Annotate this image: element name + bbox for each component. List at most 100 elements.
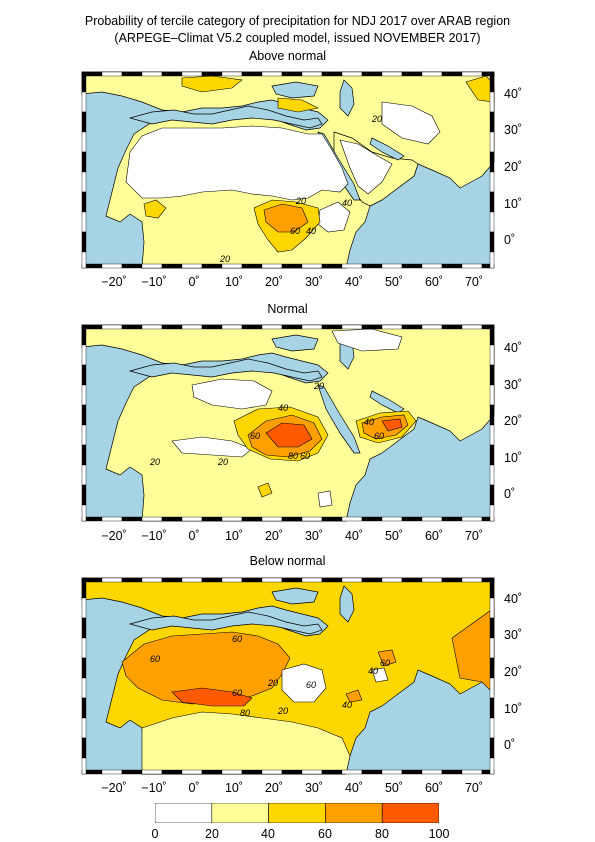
low-prob-sahel	[171, 436, 253, 458]
frame-segment	[489, 131, 495, 153]
lon-tick-label: 70˚	[464, 529, 484, 543]
frame-segment	[81, 464, 87, 486]
frame-segment	[81, 324, 87, 346]
contour-label: 40	[368, 666, 378, 676]
frame-segment	[81, 191, 87, 213]
frame-segment	[489, 231, 495, 253]
map-frame	[81, 577, 495, 775]
frame-segment	[401, 324, 423, 330]
frame-segment	[141, 71, 163, 77]
frame-segment	[181, 516, 203, 522]
frame-segment	[81, 617, 87, 639]
contour-label: 40	[306, 226, 316, 236]
frame-segment	[441, 769, 463, 775]
frame-segment	[421, 263, 443, 269]
lon-tick-label: −20˚	[101, 529, 127, 543]
prob-60-80-yemen	[345, 689, 363, 703]
map-panel-normal: 20 40 60 80 60 20 40 60 20	[81, 324, 495, 522]
frame-segment	[81, 364, 87, 386]
frame-segment	[81, 384, 87, 406]
frame-segment	[281, 577, 303, 583]
contour-label: 60	[232, 688, 242, 698]
lon-tick-label: 40˚	[344, 529, 364, 543]
frame-segment	[101, 324, 123, 330]
frame-segment	[489, 364, 495, 386]
frame-segment	[161, 263, 183, 269]
frame-segment	[181, 577, 203, 583]
frame-segment	[361, 71, 383, 77]
frame-segment	[81, 717, 87, 739]
map-above: 20 20 40 60 40 20	[81, 71, 495, 269]
prob-80-100-sudan	[265, 422, 313, 448]
lat-tick-label: 10˚	[504, 197, 523, 211]
frame-segment	[121, 263, 143, 269]
frame-segment	[81, 577, 87, 599]
frame-segment	[281, 769, 303, 775]
frame-segment	[81, 171, 87, 193]
frame-segment	[301, 769, 323, 775]
colorbar-tick-label: 40	[261, 827, 275, 841]
frame-segment	[489, 251, 495, 269]
frame-segment	[421, 516, 443, 522]
lat-tick-label: 0˚	[504, 738, 516, 752]
frame-segment	[361, 263, 383, 269]
frame-segment	[101, 769, 123, 775]
map-frame	[81, 71, 495, 269]
frame-segment	[489, 697, 495, 719]
prob-40-60-west-africa	[257, 482, 273, 498]
contour-label: 20	[371, 114, 382, 124]
frame-segment	[401, 577, 423, 583]
map-frame	[81, 324, 495, 522]
contour-label: 60	[290, 226, 300, 236]
frame-segment	[81, 344, 87, 366]
frame-segment	[489, 91, 495, 113]
frame-segment	[489, 677, 495, 699]
frame-segment	[241, 769, 263, 775]
frame-segment	[141, 769, 163, 775]
frame-segment	[201, 71, 223, 77]
lat-tick-label: 0˚	[504, 233, 516, 247]
lon-tick-label: 30˚	[304, 275, 324, 289]
frame-segment	[81, 231, 87, 253]
frame-segment	[81, 504, 87, 522]
colorbar-tick-label: 80	[375, 827, 389, 841]
black-sea	[271, 587, 319, 605]
map-panel-below: 60 60 60 80 60 20 20 40 40 60	[81, 577, 495, 775]
colorbar-tick-label: 100	[428, 827, 450, 841]
lon-axis-below: −20˚ −10˚ 0˚ 10˚ 20˚ 30˚ 40˚ 50˚ 60˚ 70˚	[82, 781, 494, 797]
frame-segment	[441, 71, 463, 77]
frame-segment	[341, 516, 363, 522]
contour-label: 40	[342, 700, 352, 710]
frame-segment	[241, 71, 263, 77]
prob-60-80-east	[451, 607, 495, 695]
frame-segment	[381, 324, 403, 330]
frame-segment	[489, 484, 495, 506]
frame-segment	[489, 577, 495, 599]
frame-segment	[489, 151, 495, 173]
frame-segment	[81, 151, 87, 173]
contour-label: 20	[277, 706, 288, 716]
frame-segment	[141, 516, 163, 522]
frame-segment	[489, 617, 495, 639]
contour-label: 60	[150, 654, 160, 664]
persian-gulf	[369, 137, 405, 161]
frame-segment	[489, 737, 495, 759]
frame-segment	[381, 769, 403, 775]
frame-segment	[141, 324, 163, 330]
frame-segment	[241, 263, 263, 269]
frame-segment	[261, 263, 283, 269]
frame-segment	[241, 577, 263, 583]
lat-tick-label: 40˚	[504, 341, 523, 355]
lat-tick-label: 30˚	[504, 378, 523, 392]
lat-tick-label: 30˚	[504, 628, 523, 642]
colorbar-tick-label: 0	[151, 827, 159, 841]
frame-segment	[401, 263, 423, 269]
frame-segment	[381, 71, 403, 77]
frame-segment	[489, 424, 495, 446]
frame-segment	[489, 384, 495, 406]
frame-segment	[141, 263, 163, 269]
contour-label: 20	[313, 381, 324, 391]
frame-segment	[281, 324, 303, 330]
frame-segment	[161, 516, 183, 522]
frame-segment	[489, 597, 495, 619]
